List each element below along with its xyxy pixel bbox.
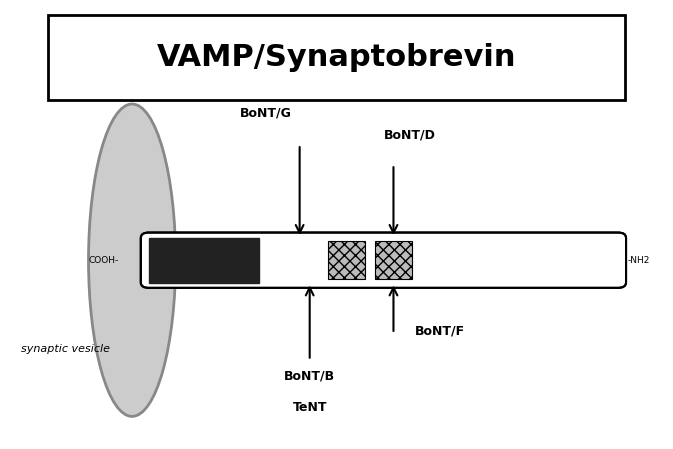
Ellipse shape bbox=[89, 104, 176, 416]
Bar bbox=[328, 242, 365, 279]
Text: -NH2: -NH2 bbox=[628, 255, 650, 265]
FancyBboxPatch shape bbox=[141, 233, 626, 288]
Text: BoNT/F: BoNT/F bbox=[415, 325, 466, 338]
Text: COOH-: COOH- bbox=[88, 255, 118, 265]
Text: BoNT/D: BoNT/D bbox=[384, 129, 436, 142]
Text: synaptic vesicle: synaptic vesicle bbox=[22, 344, 110, 354]
Text: VAMP/Synaptobrevin: VAMP/Synaptobrevin bbox=[157, 43, 516, 72]
FancyBboxPatch shape bbox=[48, 15, 625, 100]
Bar bbox=[375, 242, 412, 279]
Text: TeNT: TeNT bbox=[293, 401, 327, 414]
Text: BoNT/B: BoNT/B bbox=[284, 370, 335, 383]
Text: BoNT/G: BoNT/G bbox=[240, 107, 292, 119]
Bar bbox=[149, 238, 259, 282]
